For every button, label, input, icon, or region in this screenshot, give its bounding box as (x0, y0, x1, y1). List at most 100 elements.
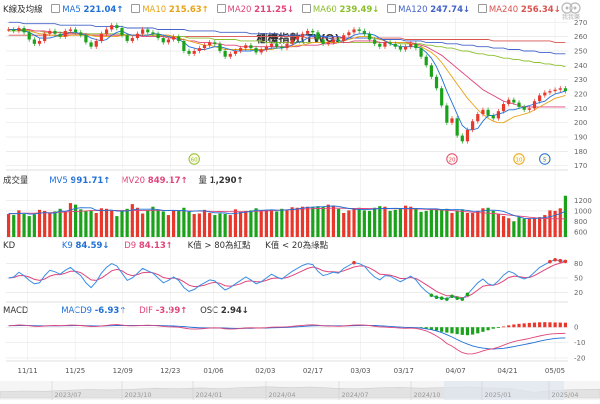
candle (558, 88, 562, 90)
candle (409, 43, 413, 47)
ma-marker (446, 153, 458, 165)
ma240-checkbox[interactable] (477, 4, 487, 13)
ma120-toggle[interactable]: MA120 247.74↓ (387, 4, 471, 15)
volume-bar (249, 210, 253, 237)
volume-bar (331, 205, 336, 237)
volume-bar (465, 212, 470, 237)
ma10-checkbox[interactable] (131, 4, 141, 13)
candle (445, 105, 449, 123)
osc-bar (553, 322, 557, 328)
candle (48, 30, 52, 34)
candle (481, 109, 485, 115)
kd-red-dot (548, 259, 552, 264)
ma120-checkbox[interactable] (387, 4, 397, 13)
k9-label: K9 (61, 241, 73, 251)
ma60-checkbox[interactable] (301, 4, 311, 13)
candle (471, 121, 475, 130)
candle (6, 29, 11, 31)
volume-bar (563, 195, 568, 237)
kd-red-dot (553, 257, 557, 262)
volume-bar (481, 208, 485, 237)
x-tick-label: 12/23 (160, 367, 180, 375)
volume-bar (43, 210, 47, 237)
candle (465, 129, 470, 142)
candle (43, 33, 47, 41)
volume-bar (94, 212, 98, 237)
ma10-toggle[interactable]: MA10 215.63↑ (131, 4, 209, 15)
volume-bar (110, 210, 114, 237)
candle (522, 106, 526, 110)
candle (37, 40, 42, 44)
y-tick-label: 270 (574, 19, 587, 27)
volume-bar (197, 213, 201, 237)
y-tick-label: 260 (574, 33, 587, 41)
candle (532, 101, 537, 109)
candle (223, 50, 227, 57)
volume-bar (187, 211, 191, 237)
y-tick-label: 1000 (574, 207, 592, 215)
volume-bar (398, 208, 403, 237)
candle (125, 35, 129, 41)
candle (362, 30, 366, 34)
overview-range-selector[interactable] (444, 381, 564, 400)
candle (192, 50, 196, 54)
ma10-value: 215.63↑ (168, 5, 209, 15)
ma5-label: MA5 (62, 5, 81, 15)
candle (141, 29, 145, 34)
x-tick-label: 03/03 (350, 367, 370, 375)
osc-bar (429, 327, 433, 330)
ma20-checkbox[interactable] (216, 4, 226, 13)
candle (367, 33, 372, 40)
volume-bar (228, 215, 232, 237)
volume-bar (362, 210, 366, 237)
candle (130, 38, 134, 41)
candle (254, 48, 258, 53)
candle (79, 32, 83, 36)
ma120-label: MA120 (398, 5, 428, 15)
x-tick-label: 04/07 (446, 367, 466, 375)
mv5-label: MV5 (49, 176, 68, 186)
candle (197, 48, 201, 51)
osc-bar (517, 323, 521, 328)
candle (74, 29, 78, 33)
candle (476, 114, 480, 122)
volume-bar (17, 210, 21, 237)
kd-green-dot (429, 293, 434, 298)
osc-bar (527, 322, 531, 328)
candle (486, 109, 490, 116)
candle (295, 36, 299, 40)
ma240-toggle[interactable]: MA240 256.34↓ (477, 4, 561, 15)
kd-label: KD (3, 241, 16, 251)
y-tick-label: 190 (574, 134, 587, 142)
overview-label: 2023/07 (54, 391, 81, 399)
osc-bar (496, 327, 500, 329)
ma5-value: 221.04↑ (83, 5, 124, 15)
dif-label: DIF (139, 306, 154, 316)
y-tick-label: 50 (574, 275, 583, 283)
y-tick-label: 210 (574, 105, 587, 113)
dif-value: -3.99↑ (155, 306, 188, 316)
candle (233, 50, 238, 54)
y-tick-label: 80 (574, 260, 583, 268)
candle (321, 39, 325, 44)
osc-bar (543, 322, 547, 328)
osc-bar (481, 327, 485, 332)
kline-label: K線及均線 (3, 5, 43, 15)
y-tick-label: -10 (574, 339, 585, 347)
y-tick-label: 800 (574, 218, 587, 226)
ma120-value: 247.74↓ (430, 5, 471, 15)
mv20-label: MV20 (121, 176, 146, 186)
ma60-value: 239.49↓ (339, 5, 380, 15)
candle (527, 108, 531, 110)
ma5-checkbox[interactable] (51, 4, 61, 13)
osc-bar (563, 322, 568, 328)
ma5-toggle[interactable]: MA5 221.04↑ (51, 4, 124, 15)
volume-bar (434, 208, 439, 237)
candle (208, 42, 212, 46)
overview-label: 2025/01 (484, 391, 511, 399)
ma60-toggle[interactable]: MA60 239.49↓ (301, 4, 380, 15)
volume-bar (522, 218, 526, 237)
candle (306, 30, 310, 34)
ma20-toggle[interactable]: MA20 211.25↓ (216, 4, 294, 15)
